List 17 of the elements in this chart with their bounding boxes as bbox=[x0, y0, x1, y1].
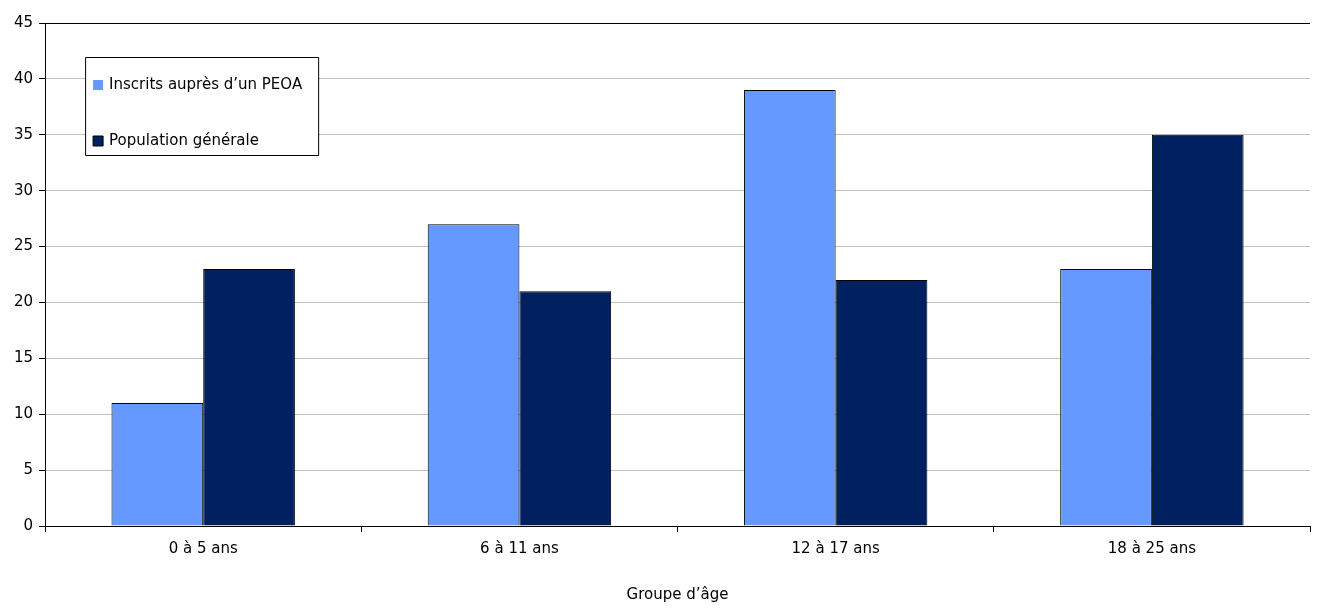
y-tick-label: 40 bbox=[13, 68, 34, 87]
y-tick-label: 15 bbox=[13, 348, 34, 367]
y-tick-label: 30 bbox=[13, 180, 34, 199]
y-tick-label: 45 bbox=[13, 12, 34, 31]
y-tick-label: 20 bbox=[13, 292, 34, 311]
y-tick-label: 0 bbox=[23, 515, 34, 534]
legend-label: Inscrits auprès d’un PEOA bbox=[109, 74, 303, 93]
y-tick-label: 35 bbox=[13, 124, 34, 143]
y-tick-label: 25 bbox=[13, 236, 34, 255]
x-tick-label: 12 à 17 ans bbox=[791, 538, 880, 557]
x-tick-label: 6 à 11 ans bbox=[480, 538, 559, 557]
x-tick-label: 18 à 25 ans bbox=[1107, 538, 1197, 557]
x-axis-title: Groupe d’âge bbox=[626, 584, 729, 603]
y-tick-label: 10 bbox=[13, 404, 34, 423]
x-tick-label: 0 à 5 ans bbox=[168, 538, 238, 557]
y-tick-label: 5 bbox=[23, 460, 34, 478]
legend-label: Population générale bbox=[109, 130, 259, 149]
